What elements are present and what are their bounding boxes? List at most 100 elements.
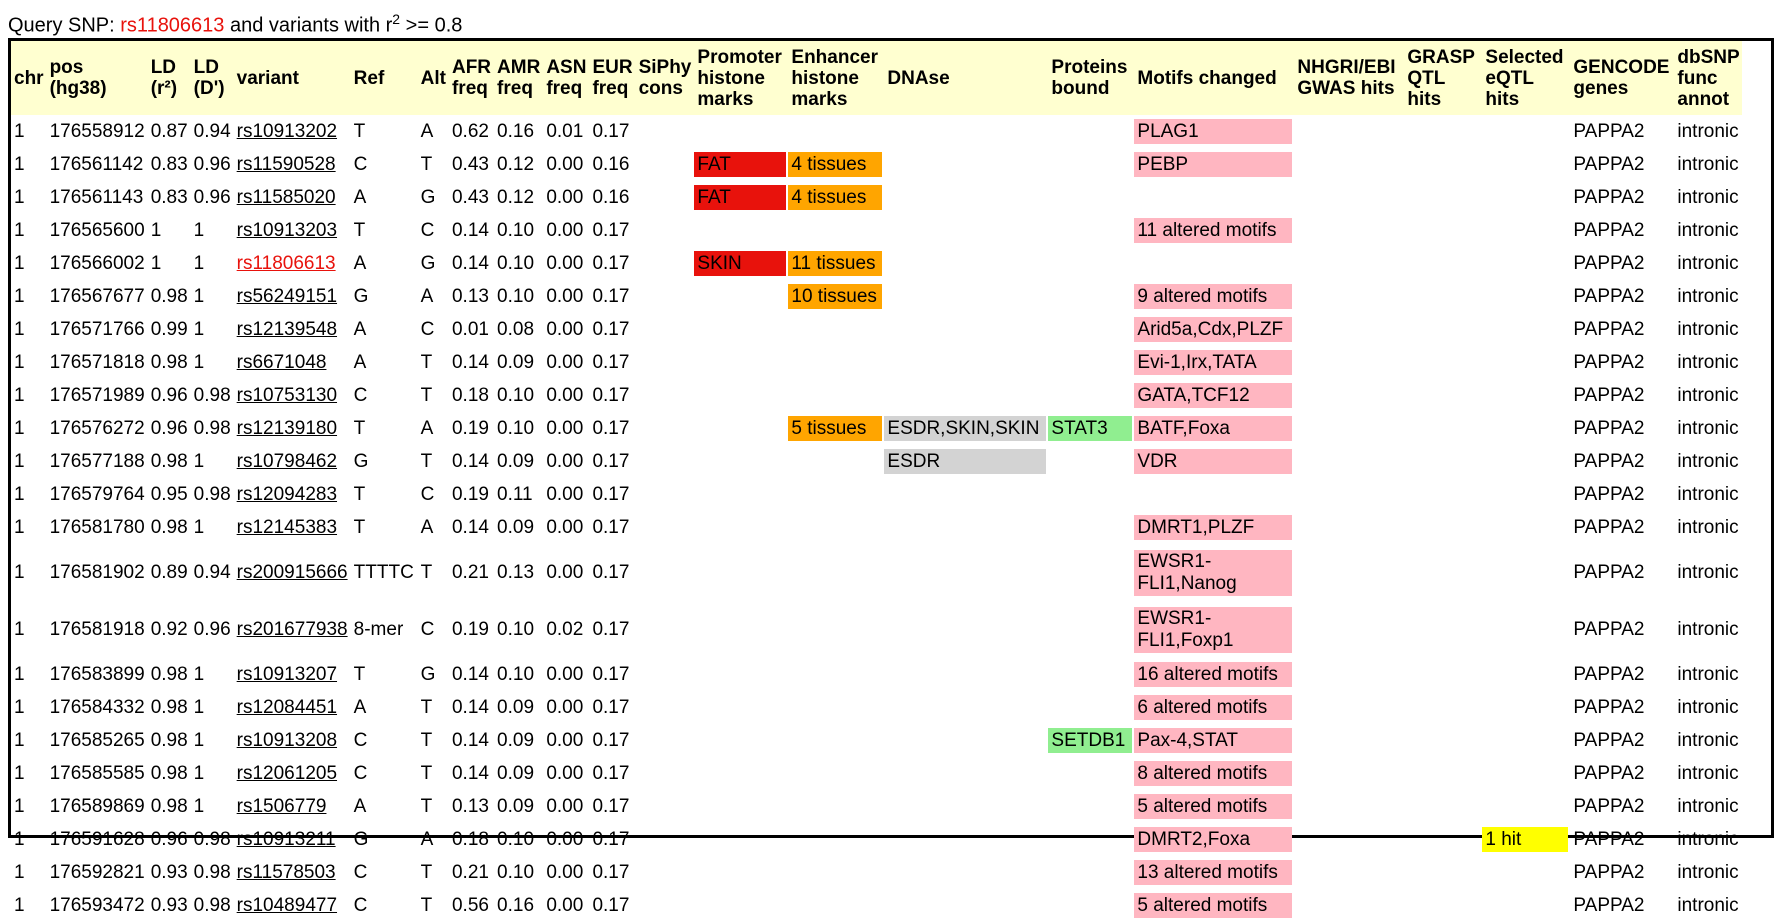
variant-link[interactable]: rs10913203 <box>236 219 338 241</box>
variant-cell: rs11578503 <box>234 856 351 889</box>
motifs-changed-badge[interactable]: 5 altered motifs <box>1134 893 1293 918</box>
variant-link[interactable]: rs10798462 <box>236 450 338 472</box>
motifs-changed-badge[interactable]: EWSR1-FLI1,Nanog <box>1134 549 1293 596</box>
promoter-marks-cell <box>694 889 788 922</box>
dnase-cell <box>884 148 1048 181</box>
motifs-changed-badge[interactable]: EWSR1-FLI1,Foxp1 <box>1134 606 1293 653</box>
enhancer-marks-badge: 10 tissues <box>788 284 883 309</box>
variant-link[interactable]: rs6671048 <box>236 351 327 373</box>
variant-link[interactable]: rs11585020 <box>236 186 336 208</box>
gwas-hits-cell <box>1294 790 1404 823</box>
gencode-gene-cell: PAPPA2 <box>1573 894 1645 916</box>
enhancer-marks-cell <box>788 115 884 148</box>
motifs-changed-badge[interactable]: PEBP <box>1134 152 1293 177</box>
grasp-qtl-cell <box>1404 889 1482 922</box>
ref-cell: A <box>353 795 367 817</box>
proteins-bound-cell <box>1048 247 1134 280</box>
ld-r2-cell: 0.98 <box>150 762 188 784</box>
motifs-changed-badge[interactable]: Pax-4,STAT <box>1134 728 1293 753</box>
motifs-changed-badge[interactable]: 5 altered motifs <box>1134 794 1293 819</box>
proteins-bound-cell <box>1048 856 1134 889</box>
gwas-hits-cell <box>1294 856 1404 889</box>
asn-freq-cell: 0.00 <box>546 219 584 241</box>
motifs-changed-badge[interactable]: BATF,Foxa <box>1134 416 1293 441</box>
ld-d-cell: 1 <box>193 795 205 817</box>
eqtl-hits-cell <box>1482 658 1570 691</box>
asn-freq-cell: 0.00 <box>546 516 584 538</box>
table-row: 1 176571989 0.96 0.98 rs10753130 C T 0.18 0.10 0.… <box>11 379 1742 412</box>
table-row: 1 176585585 0.98 1 rs12061205 C T 0.14 0.09 0.00 0… <box>11 757 1742 790</box>
eur-freq-cell: 0.17 <box>592 285 630 307</box>
eqtl-hits-badge[interactable]: 1 hit <box>1482 827 1569 852</box>
afr-freq-cell: 0.43 <box>451 153 489 175</box>
motifs-changed-badge[interactable]: DMRT1,PLZF <box>1134 515 1293 540</box>
motifs-changed-badge[interactable]: GATA,TCF12 <box>1134 383 1293 408</box>
variant-link[interactable]: rs10913208 <box>236 729 338 751</box>
variant-link[interactable]: rs10913207 <box>236 663 338 685</box>
ld-r2-cell: 0.93 <box>150 861 188 883</box>
promoter-marks-badge: FAT <box>694 185 787 210</box>
dbsnp-annot-cell: intronic <box>1677 696 1739 718</box>
siphy-cell <box>636 757 695 790</box>
gencode-gene-cell: PAPPA2 <box>1573 219 1645 241</box>
pos-cell: 176566002 <box>49 252 145 274</box>
variant-link[interactable]: rs12139180 <box>236 417 338 439</box>
variant-link[interactable]: rs12094283 <box>236 483 338 505</box>
variant-link[interactable]: rs12061205 <box>236 762 338 784</box>
gwas-hits-cell <box>1294 346 1404 379</box>
eqtl-hits-cell <box>1482 691 1570 724</box>
header-gwas-hits: NHGRI/EBI GWAS hits <box>1294 41 1405 115</box>
motifs-changed-badge[interactable]: PLAG1 <box>1134 119 1293 144</box>
motifs-changed-cell: 5 altered motifs <box>1134 889 1294 922</box>
motifs-changed-badge[interactable]: DMRT2,Foxa <box>1134 827 1293 852</box>
variant-link[interactable]: rs12139548 <box>236 318 338 340</box>
variant-link[interactable]: rs11590528 <box>236 153 336 175</box>
dnase-cell <box>884 757 1048 790</box>
dnase-cell <box>884 823 1048 856</box>
grasp-qtl-cell <box>1404 181 1482 214</box>
variant-link[interactable]: rs11578503 <box>236 861 336 883</box>
variant-link[interactable]: rs10913211 <box>236 828 336 850</box>
motifs-changed-badge[interactable]: 9 altered motifs <box>1134 284 1293 309</box>
proteins-bound-cell <box>1048 478 1134 511</box>
afr-freq-cell: 0.14 <box>451 762 489 784</box>
ld-d-cell: 0.94 <box>193 120 231 142</box>
query-variant-link[interactable]: rs11806613 <box>236 252 336 274</box>
variant-link[interactable]: rs56249151 <box>236 285 338 307</box>
afr-freq-cell: 0.19 <box>451 618 489 640</box>
motifs-changed-badge[interactable]: 16 altered motifs <box>1134 662 1293 687</box>
proteins-bound-badge: STAT3 <box>1048 416 1133 441</box>
motifs-changed-badge[interactable]: Arid5a,Cdx,PLZF <box>1134 317 1293 342</box>
query-snp-link[interactable]: rs11806613 <box>120 14 225 37</box>
variant-link[interactable]: rs10753130 <box>236 384 338 406</box>
motifs-changed-badge[interactable]: 6 altered motifs <box>1134 695 1293 720</box>
amr-freq-cell: 0.10 <box>497 219 535 241</box>
variant-link[interactable]: rs1506779 <box>236 795 327 817</box>
alt-cell: G <box>420 186 436 208</box>
variant-link[interactable]: rs201677938 <box>236 618 348 640</box>
variant-link[interactable]: rs10489477 <box>236 894 338 916</box>
amr-freq-cell: 0.12 <box>497 186 535 208</box>
variant-link[interactable]: rs200915666 <box>236 561 348 583</box>
motifs-changed-badge[interactable]: 13 altered motifs <box>1134 860 1293 885</box>
motifs-changed-cell: GATA,TCF12 <box>1134 379 1294 412</box>
enhancer-marks-cell <box>788 478 884 511</box>
promoter-marks-cell <box>694 601 788 658</box>
variant-link[interactable]: rs12084451 <box>236 696 338 718</box>
pos-cell: 176593472 <box>49 894 145 916</box>
asn-freq-cell: 0.00 <box>546 252 584 274</box>
motifs-changed-badge[interactable]: 11 altered motifs <box>1134 218 1293 243</box>
table-row: 1 176581918 0.92 0.96 rs201677938 8-mer C 0.19 0… <box>11 601 1742 658</box>
dnase-cell <box>884 115 1048 148</box>
table-row: 1 176561143 0.83 0.96 rs11585020 A G 0.43 0.12 0.… <box>11 181 1742 214</box>
motifs-changed-cell: DMRT1,PLZF <box>1134 511 1294 544</box>
ld-r2-cell: 0.87 <box>150 120 188 142</box>
variant-link[interactable]: rs10913202 <box>236 120 338 142</box>
motifs-changed-badge[interactable]: 8 altered motifs <box>1134 761 1293 786</box>
motifs-changed-badge[interactable]: VDR <box>1134 449 1293 474</box>
motifs-changed-badge[interactable]: Evi-1,Irx,TATA <box>1134 350 1293 375</box>
amr-freq-cell: 0.09 <box>497 762 535 784</box>
promoter-marks-cell <box>694 280 788 313</box>
dbsnp-annot-cell: intronic <box>1677 384 1739 406</box>
variant-link[interactable]: rs12145383 <box>236 516 338 538</box>
